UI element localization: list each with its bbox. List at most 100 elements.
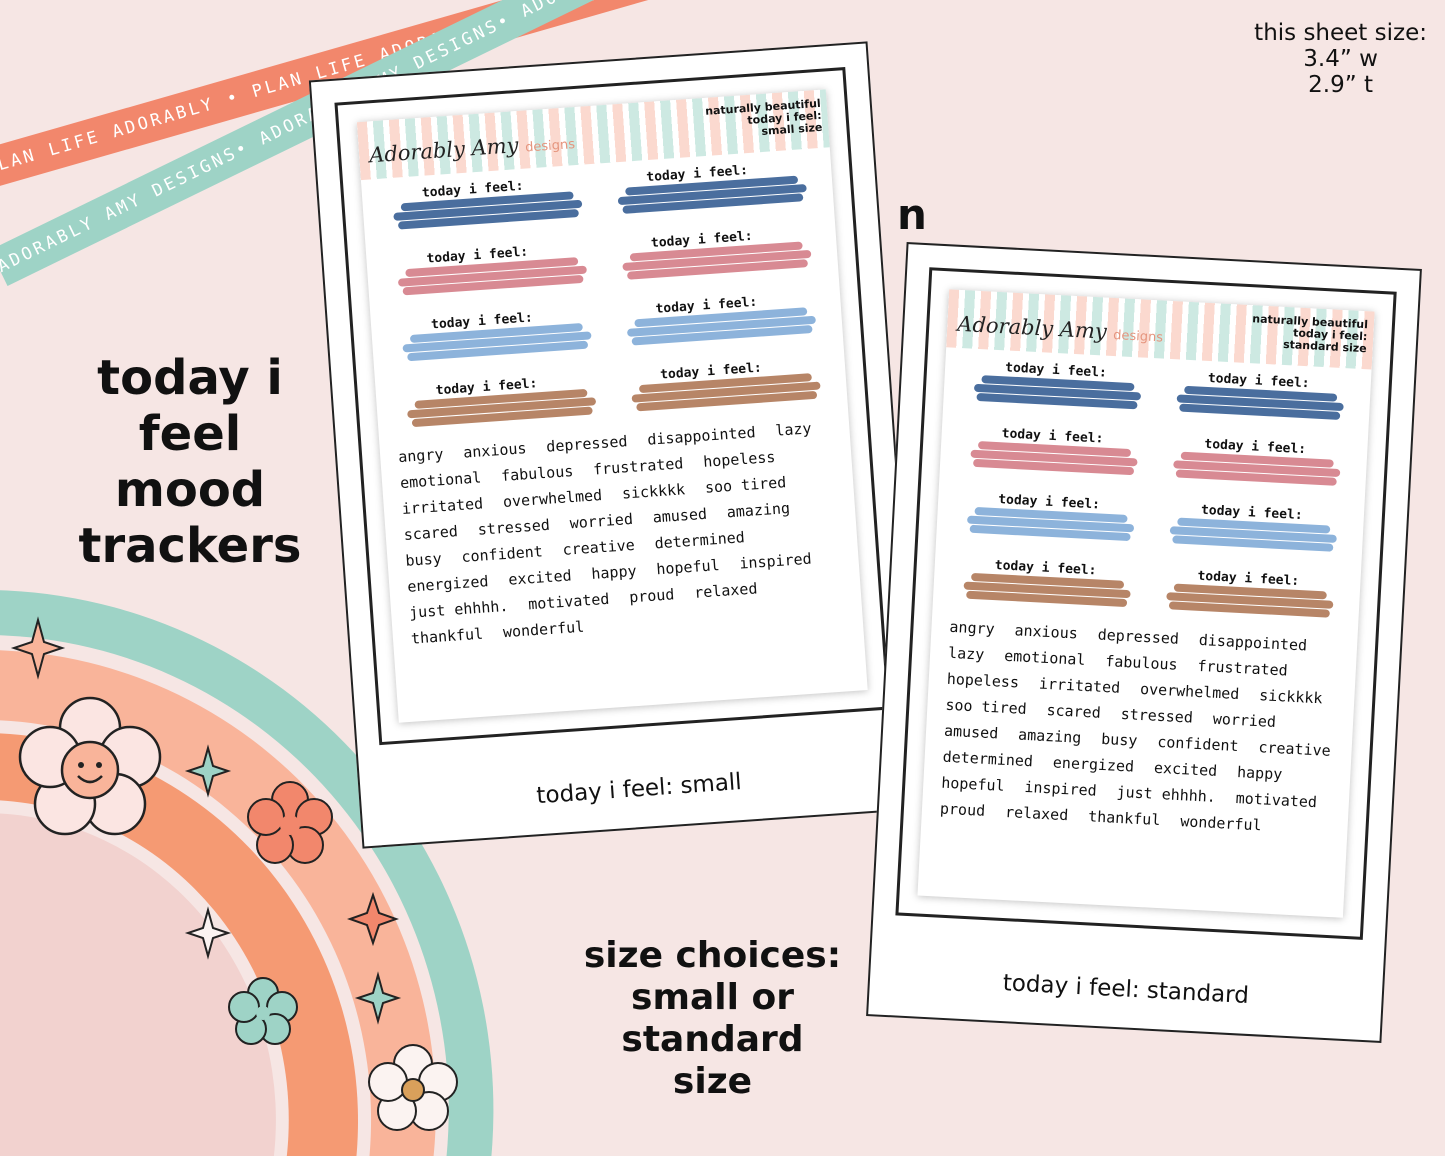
color-swatch-lightblue [402, 322, 592, 363]
smiley-flower-icon [18, 696, 162, 836]
mood-word: stressed [1120, 704, 1194, 727]
feel-sticker: today i feel: [973, 359, 1148, 416]
mood-word: scared [403, 522, 459, 544]
feel-sticker: today i feel: [966, 491, 1141, 548]
n-mark: n [897, 190, 927, 239]
mood-word: energized [1052, 753, 1135, 776]
sheet-frame: Adorably Amy designs naturally beautiful… [334, 67, 891, 746]
mood-word: frustrated [1197, 656, 1289, 680]
color-swatch-lightblue [626, 307, 817, 348]
rainbow-illustration [0, 590, 494, 1156]
color-swatch-lightblue [1169, 517, 1337, 554]
mood-word: determined [942, 747, 1034, 771]
mood-word: just ehhhh. [1116, 782, 1217, 806]
mood-word: soo tired [945, 695, 1028, 718]
sheet-info: naturally beautiful today i feel: small … [705, 97, 823, 142]
feel-sticker: today i feel: [401, 306, 599, 367]
mood-word: overwhelmed [502, 486, 603, 511]
mood-word: confident [1156, 732, 1239, 756]
sticker-sheet-small: Adorably Amy designs naturally beautiful… [356, 89, 868, 723]
feel-sticker: today i feel: [963, 557, 1138, 614]
feel-sticker: today i feel: [621, 225, 819, 286]
color-swatch-pink [622, 241, 812, 282]
color-swatch-navy [973, 375, 1142, 412]
mood-word: emotional [399, 468, 482, 493]
color-swatch-pink [397, 257, 587, 298]
mood-word: excited [1153, 758, 1218, 780]
sheet-size-info: this sheet size: 3.4” w 2.9” t [1254, 20, 1427, 98]
card-caption: today i feel: small [535, 769, 743, 810]
mood-words: angry anxious depressed disappointed lazy emo… [922, 603, 1359, 839]
feel-sticker: today i feel: [970, 425, 1145, 482]
mood-word: hopeful [655, 556, 721, 579]
feel-grid: today i feel: today i feel: today i feel: t… [933, 353, 1372, 625]
feel-sticker: today i feel: [1165, 567, 1340, 624]
mood-word: thankful [1087, 807, 1161, 830]
feel-sticker: today i feel: [1176, 369, 1351, 426]
mood-word: inspired [1024, 777, 1098, 800]
daisy-flower-icon [368, 1044, 458, 1131]
mood-word: emotional [1003, 646, 1086, 669]
feel-sticker: today i feel: [1172, 435, 1347, 492]
mood-word: scared [1046, 701, 1102, 722]
color-swatch-pink [1173, 451, 1341, 488]
polaroid-card-standard: Adorably Amy designs naturally beautiful… [866, 242, 1422, 1043]
title-line: mood [114, 462, 266, 518]
mood-word: frustrated [592, 454, 684, 479]
mood-word: worried [1212, 709, 1277, 732]
mood-word: angry [397, 445, 444, 467]
card-caption: today i feel: standard [1002, 970, 1250, 1009]
mood-word: overwhelmed [1139, 679, 1240, 704]
sticker-sheet-standard: Adorably Amy designs naturally beautiful… [917, 289, 1375, 918]
mood-word: energized [406, 572, 490, 596]
sparkle-icon [346, 891, 400, 947]
brand-name: Adorably Amy [368, 133, 520, 168]
brand-suffix: designs [524, 137, 576, 156]
title-line: today i feel [97, 350, 283, 462]
sheet-frame: Adorably Amy designs naturally beautiful… [895, 267, 1397, 940]
mood-word: amused [652, 504, 708, 527]
mood-word: inspired [738, 549, 813, 573]
mood-word: relaxed [693, 579, 758, 602]
mood-word: hopeless [702, 447, 776, 471]
sheet-size-height: 2.9” t [1308, 72, 1373, 98]
mood-word: determined [653, 528, 746, 553]
brand-name: Adorably Amy [956, 311, 1108, 344]
mood-word: busy [404, 549, 443, 570]
mood-word: lazy [947, 643, 985, 664]
mood-word: wonderful [502, 617, 585, 642]
mood-word: motivated [1235, 789, 1318, 812]
mood-word: sickkkk [621, 480, 686, 503]
mood-word: fabulous [1104, 652, 1179, 674]
mood-word: lazy [774, 419, 813, 440]
mood-word: creative [561, 535, 636, 559]
feel-sticker: today i feel: [392, 174, 590, 235]
brand-logo: Adorably Amy designs [368, 129, 575, 167]
sparkle-icon [354, 971, 402, 1025]
mint-flower-icon [228, 977, 298, 1045]
sparkle-icon [184, 906, 232, 960]
mood-word: just ehhhh. [408, 596, 509, 622]
mood-word: amazing [1017, 725, 1082, 747]
color-swatch-navy [1176, 385, 1344, 422]
mood-word: disappointed [1198, 630, 1308, 655]
color-swatch-brown [1166, 583, 1334, 620]
mood-word: confident [460, 542, 544, 566]
mood-word: anxious [1014, 621, 1079, 643]
mood-word: irritated [1038, 674, 1121, 697]
page-title: today i feel mood trackers [40, 350, 340, 574]
mood-word: creative [1258, 738, 1332, 760]
mood-word: wonderful [1179, 812, 1262, 835]
mood-word: excited [507, 566, 573, 589]
color-swatch-navy [617, 175, 807, 216]
mood-word: thankful [410, 624, 484, 648]
mood-word: anxious [462, 439, 528, 462]
mood-word: hopeful [940, 773, 1005, 795]
size-choices-line: small or [631, 977, 794, 1018]
size-choices-text: size choices: small or standard size [580, 935, 845, 1103]
mood-word: happy [590, 561, 638, 583]
color-swatch-navy [393, 191, 583, 232]
feel-grid: today i feel: today i feel: today i feel: t… [361, 153, 847, 435]
color-swatch-pink [970, 441, 1138, 478]
mood-words: angry anxious depressed disappointed lazy emo… [379, 403, 863, 649]
